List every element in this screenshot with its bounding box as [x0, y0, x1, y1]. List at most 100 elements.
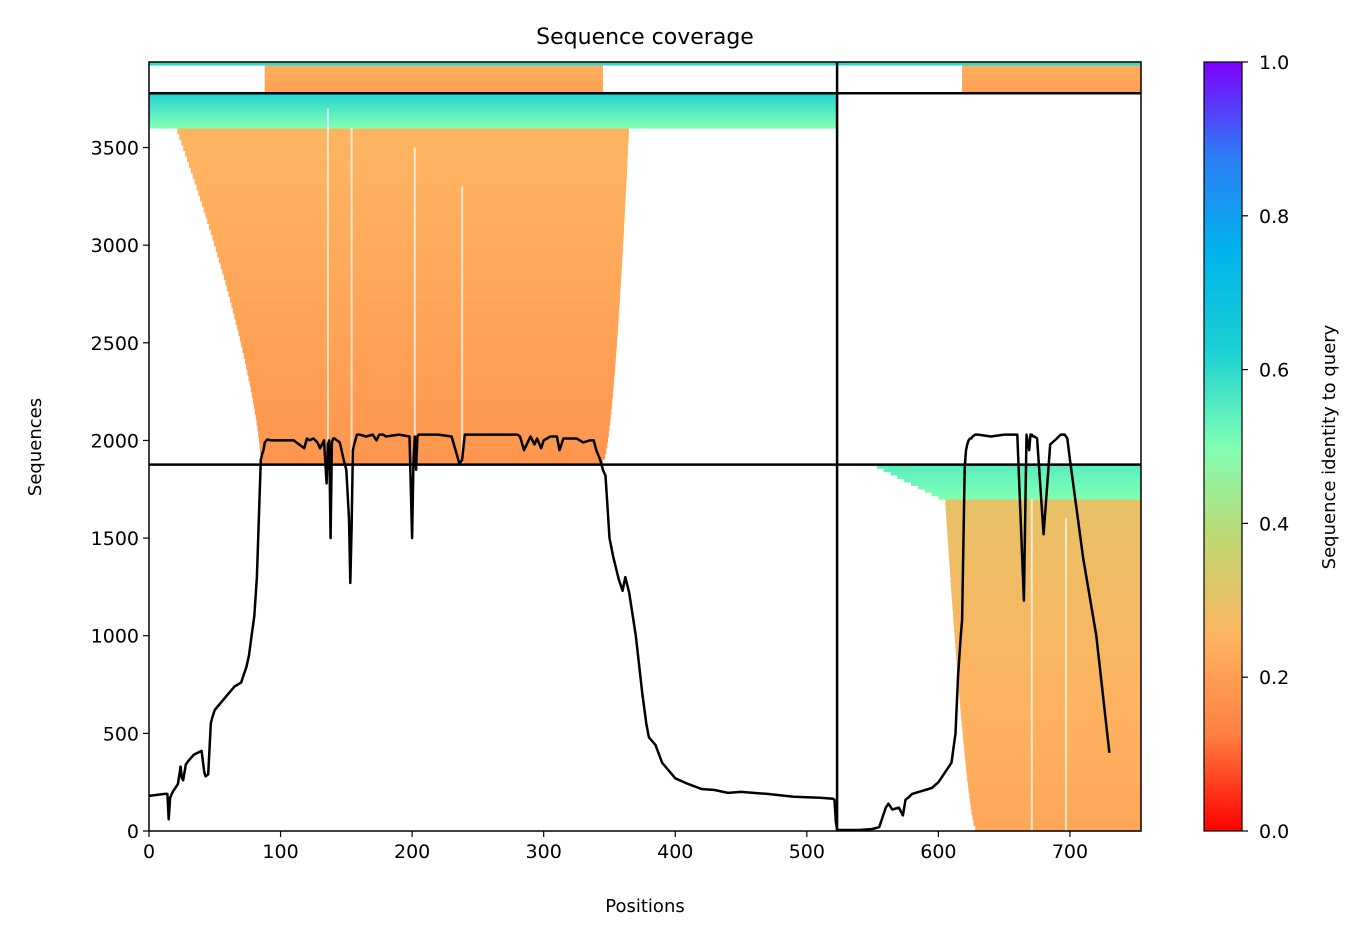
gap-stripe: [461, 186, 464, 465]
heatmap-row: [948, 548, 1141, 555]
heatmap-row: [971, 808, 1141, 816]
heatmap-row: [958, 681, 1141, 688]
heatmap-row: [225, 279, 621, 286]
heatmap-row: [962, 725, 1141, 733]
colorbar-tick-label: 0.6: [1259, 360, 1289, 382]
heatmap-row: [947, 532, 1141, 539]
y-tick-label: 3000: [91, 235, 139, 257]
heatmap-row: [962, 65, 1141, 69]
heatmap-row: [149, 107, 838, 112]
heatmap: [149, 62, 1141, 832]
gap-stripe: [1065, 518, 1068, 831]
y-axis: 0 500 1000 1500 2000 2500 3000 3500: [91, 138, 149, 843]
heatmap-row: [961, 714, 1141, 721]
heatmap-row: [962, 87, 1141, 90]
heatmap-row: [956, 659, 1141, 666]
heatmap-block-chain2: [876, 464, 1141, 832]
heatmap-row: [208, 223, 625, 230]
heatmap-row: [953, 620, 1141, 627]
heatmap-row: [945, 504, 1141, 511]
colorbar: 0.0 0.2 0.4 0.6 0.8 1.0: [1203, 52, 1289, 843]
heatmap-row: [149, 119, 838, 123]
heatmap-row: [231, 301, 620, 309]
heatmap-row: [257, 425, 610, 432]
heatmap-row: [149, 125, 838, 129]
heatmap-row: [962, 69, 1141, 73]
heatmap-row: [185, 150, 628, 157]
heatmap-row: [220, 262, 622, 269]
heatmap-row: [190, 167, 628, 174]
gap-stripes: [326, 108, 1068, 831]
y-tick-label: 500: [103, 723, 139, 745]
heatmap-row: [949, 559, 1141, 567]
heatmap-row: [965, 764, 1141, 771]
heatmap-row: [241, 341, 617, 348]
heatmap-row: [962, 71, 1141, 75]
heatmap-row: [149, 99, 838, 103]
x-tick-label: 200: [394, 841, 430, 863]
heatmap-row: [965, 759, 1141, 766]
heatmap-row: [264, 79, 603, 82]
heatmap-row: [244, 358, 616, 365]
heatmap-row: [210, 229, 624, 236]
heatmap-row: [264, 83, 603, 86]
heatmap-row: [254, 408, 612, 415]
gap-stripe: [413, 147, 416, 465]
heatmap-row: [962, 83, 1141, 86]
heatmap-row: [260, 447, 607, 455]
heatmap-row: [226, 285, 621, 292]
heatmap-row: [149, 122, 838, 126]
heatmap-row: [250, 386, 614, 393]
x-tick-label: 600: [920, 841, 956, 863]
heatmap-row: [883, 468, 1141, 473]
heatmap-row: [183, 144, 629, 152]
heatmap-row: [188, 161, 628, 168]
heatmap-row: [951, 593, 1141, 600]
heatmap-row: [948, 543, 1141, 550]
heatmap-row: [264, 81, 603, 84]
heatmap-row: [951, 587, 1141, 594]
coverage-line: [148, 433, 1111, 832]
heatmap-row: [247, 369, 615, 376]
heatmap-row: [264, 69, 603, 73]
heatmap-row: [961, 720, 1141, 727]
colorbar-label: Sequence identity to query: [1319, 324, 1340, 569]
heatmap-row: [215, 245, 623, 253]
plot-area: 0 100 200 300 400 500 600 700 0 500 1000 1500 2000 25…: [91, 61, 1142, 863]
heatmap-row: [234, 313, 619, 320]
heatmap-row: [264, 77, 603, 80]
heatmap-row: [975, 825, 1141, 832]
heatmap-row: [963, 736, 1141, 744]
heatmap-row: [962, 731, 1141, 738]
heatmap-row: [237, 324, 619, 331]
heatmap-row: [264, 73, 603, 77]
heatmap-row: [962, 67, 1141, 71]
x-tick-label: 700: [1052, 841, 1088, 863]
heatmap-row: [264, 67, 603, 71]
heatmap-row: [964, 748, 1141, 755]
heatmap-row: [947, 537, 1141, 544]
colorbar-tick-label: 0.8: [1259, 206, 1289, 228]
heatmap-row: [260, 459, 603, 466]
heatmap-row: [252, 397, 613, 404]
gap-stripe: [1030, 499, 1033, 831]
heatmap-block-chain1: [149, 93, 838, 466]
heatmap-row: [969, 792, 1141, 799]
gap-stripe: [350, 128, 353, 465]
heatmap-row: [876, 464, 1141, 469]
heatmap-row: [258, 436, 609, 443]
heatmap-row: [207, 217, 625, 224]
heatmap-row: [962, 77, 1141, 80]
colorbar-tick-label: 0.0: [1259, 821, 1289, 843]
x-tick-label: 0: [143, 841, 155, 863]
heatmap-row: [955, 648, 1141, 655]
heatmap-row: [960, 703, 1141, 710]
heatmap-row: [950, 582, 1141, 589]
heatmap-row: [255, 414, 611, 421]
heatmap-row: [954, 637, 1141, 644]
heatmap-row: [970, 803, 1141, 810]
heatmap-row: [955, 642, 1141, 650]
heatmap-row: [256, 419, 611, 426]
heatmap-row: [243, 352, 617, 359]
